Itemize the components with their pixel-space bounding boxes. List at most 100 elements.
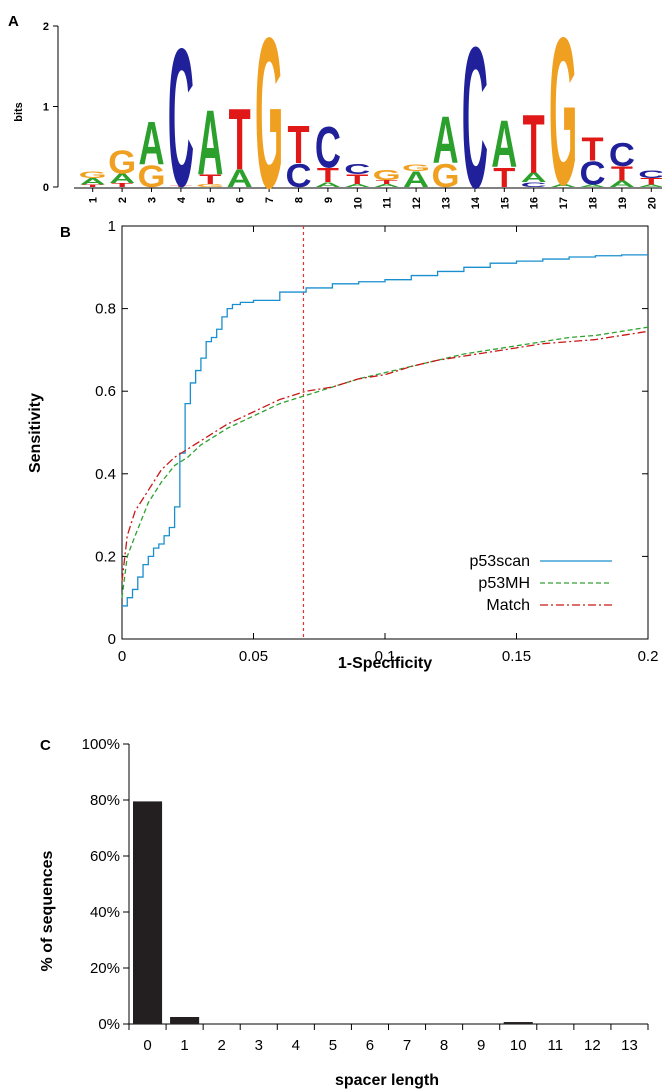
bar-xtick-label: 3 xyxy=(255,1037,263,1054)
logo-letter-C: C xyxy=(285,157,311,195)
logo-position-label: 16 xyxy=(529,197,541,209)
logo-letter-A: A xyxy=(609,179,635,189)
logo-letter-A: A xyxy=(521,170,547,185)
bar-xtick-label: 8 xyxy=(440,1037,448,1054)
logo-letter-A: A xyxy=(80,176,106,186)
logo-letter-A: A xyxy=(197,91,223,194)
logo-position-label: 4 xyxy=(176,196,188,203)
roc-xlabel: 1-Specificity xyxy=(338,655,432,672)
bar-axes: 0%20%40%60%80%100%0 1 2 3 4 5 6 7 8 9 10 11 12 13 xyxy=(82,736,649,1054)
logo-letter-A: A xyxy=(403,168,429,193)
logo-letter-G: G xyxy=(373,167,401,183)
logo-letter-G: G xyxy=(137,159,165,194)
bar-1 xyxy=(170,1017,200,1024)
logo-position-label: 3 xyxy=(147,197,159,203)
logo-position-label: 13 xyxy=(441,197,453,209)
logo-letter-T: T xyxy=(82,184,105,188)
logo-letter-A: A xyxy=(227,165,253,193)
logo-position-label: 5 xyxy=(205,197,217,203)
logo-letter-T: T xyxy=(581,131,603,169)
panel-a-letter: A xyxy=(8,13,19,30)
logo-letter-G: G xyxy=(79,170,107,180)
bar-ytick-label: 100% xyxy=(82,736,120,753)
logo-letter-C: C xyxy=(521,181,547,189)
logo-letter-C: C xyxy=(315,116,341,181)
bar-xtick-label: 1 xyxy=(180,1037,188,1054)
bar-ytick-label: 40% xyxy=(90,904,120,921)
bar-xtick-label: 0 xyxy=(143,1037,151,1054)
logo-letter-A: A xyxy=(550,183,576,188)
bar-xtick-label: 10 xyxy=(510,1037,527,1054)
logo-ytick-label: 1 xyxy=(43,102,49,114)
logo-position-label: 9 xyxy=(323,197,335,203)
panel-b-letter: B xyxy=(60,224,71,241)
logo-letter-G: G xyxy=(402,163,430,173)
bars xyxy=(133,801,533,1024)
logo-letter-T: T xyxy=(346,171,369,186)
panel-c-bar-chart: C 0%20%40%60%80%100%0 1 2 3 4 5 6 7 8 9 10 11 12 13 s… xyxy=(39,736,649,1089)
logo-letter-C: C xyxy=(579,155,605,193)
logo-letter-A: A xyxy=(432,103,458,178)
roc-plot-frame xyxy=(121,225,649,640)
bar-0 xyxy=(133,801,163,1024)
logo-letter-C: C xyxy=(638,168,662,181)
logo-position-label: 8 xyxy=(294,197,306,203)
roc-ytick-label: 0 xyxy=(108,631,116,648)
logo-letter-A: A xyxy=(579,184,605,188)
roc-xtick-label: 0.15 xyxy=(502,648,531,665)
roc-ytick-label: 0.8 xyxy=(95,301,116,318)
roc-xtick-label: 0 xyxy=(118,648,126,665)
logo-position-label: 15 xyxy=(499,197,511,209)
roc-ytick-label: 1 xyxy=(108,218,116,235)
logo-letter-A: A xyxy=(374,183,400,188)
logo-letter-T: T xyxy=(523,97,545,191)
logo-letter-T: T xyxy=(493,162,515,193)
roc-ytick-label: 0.4 xyxy=(95,466,116,483)
logo-position-label: 14 xyxy=(470,196,482,209)
bar-xtick-label: 6 xyxy=(366,1037,374,1054)
logo-position-label: 10 xyxy=(352,197,364,209)
logo-letter-G: G xyxy=(196,183,224,188)
logo-letter-T: T xyxy=(229,92,251,189)
logo-letter-G: G xyxy=(431,157,459,195)
logo-position-label: 19 xyxy=(617,197,629,209)
roc-series-line-p53scan xyxy=(122,254,648,607)
logo-position-label: 20 xyxy=(646,197,658,209)
logo-letter-T: T xyxy=(611,163,633,185)
bar-xtick-label: 2 xyxy=(218,1037,226,1054)
logo-letter-A: A xyxy=(138,108,164,178)
logo-position-label: 2 xyxy=(117,197,129,203)
bar-xtick-label: 11 xyxy=(548,1037,564,1054)
logo-letter-T: T xyxy=(640,176,662,186)
logo-position-label: 12 xyxy=(411,197,423,209)
bar-xtick-label: 7 xyxy=(403,1037,411,1054)
bar-ylabel: % of sequences xyxy=(39,850,56,971)
roc-series-line-p53MH xyxy=(121,326,649,598)
logo-letter-A: A xyxy=(491,107,517,182)
logo-letter-A: A xyxy=(638,184,662,188)
bar-xtick-label: 5 xyxy=(329,1037,337,1054)
logo-letter-T: T xyxy=(111,182,133,188)
logo-letter-G: G xyxy=(108,143,136,181)
logo-letter-T: T xyxy=(199,171,222,186)
logo-letter-C: C xyxy=(344,161,370,177)
roc-legend-label: p53MH xyxy=(478,575,530,592)
bar-ytick-label: 60% xyxy=(90,848,120,865)
logo-letter-T: T xyxy=(376,179,398,185)
logo-letter-C: C xyxy=(609,136,635,174)
roc-legend-label: p53scan xyxy=(470,553,531,570)
logo-letter-T: T xyxy=(317,165,339,187)
roc-legend-label: Match xyxy=(486,597,530,614)
roc-xtick-label: 0.05 xyxy=(239,648,268,665)
roc-ytick-label: 0.2 xyxy=(95,548,116,565)
logo-letter-G: G xyxy=(255,0,283,233)
bar-xlabel: spacer length xyxy=(335,1072,439,1089)
logo-position-label: 11 xyxy=(382,197,394,209)
bar-xtick-label: 12 xyxy=(584,1037,601,1054)
panel-b-roc-chart: B 0 0.05 0.1 0.15 0.2 0 0.2 0.4 0.6 0.8 1 1-Specif… xyxy=(27,218,658,672)
bar-ytick-label: 0% xyxy=(98,1016,120,1033)
logo-position-label: 17 xyxy=(558,197,570,209)
